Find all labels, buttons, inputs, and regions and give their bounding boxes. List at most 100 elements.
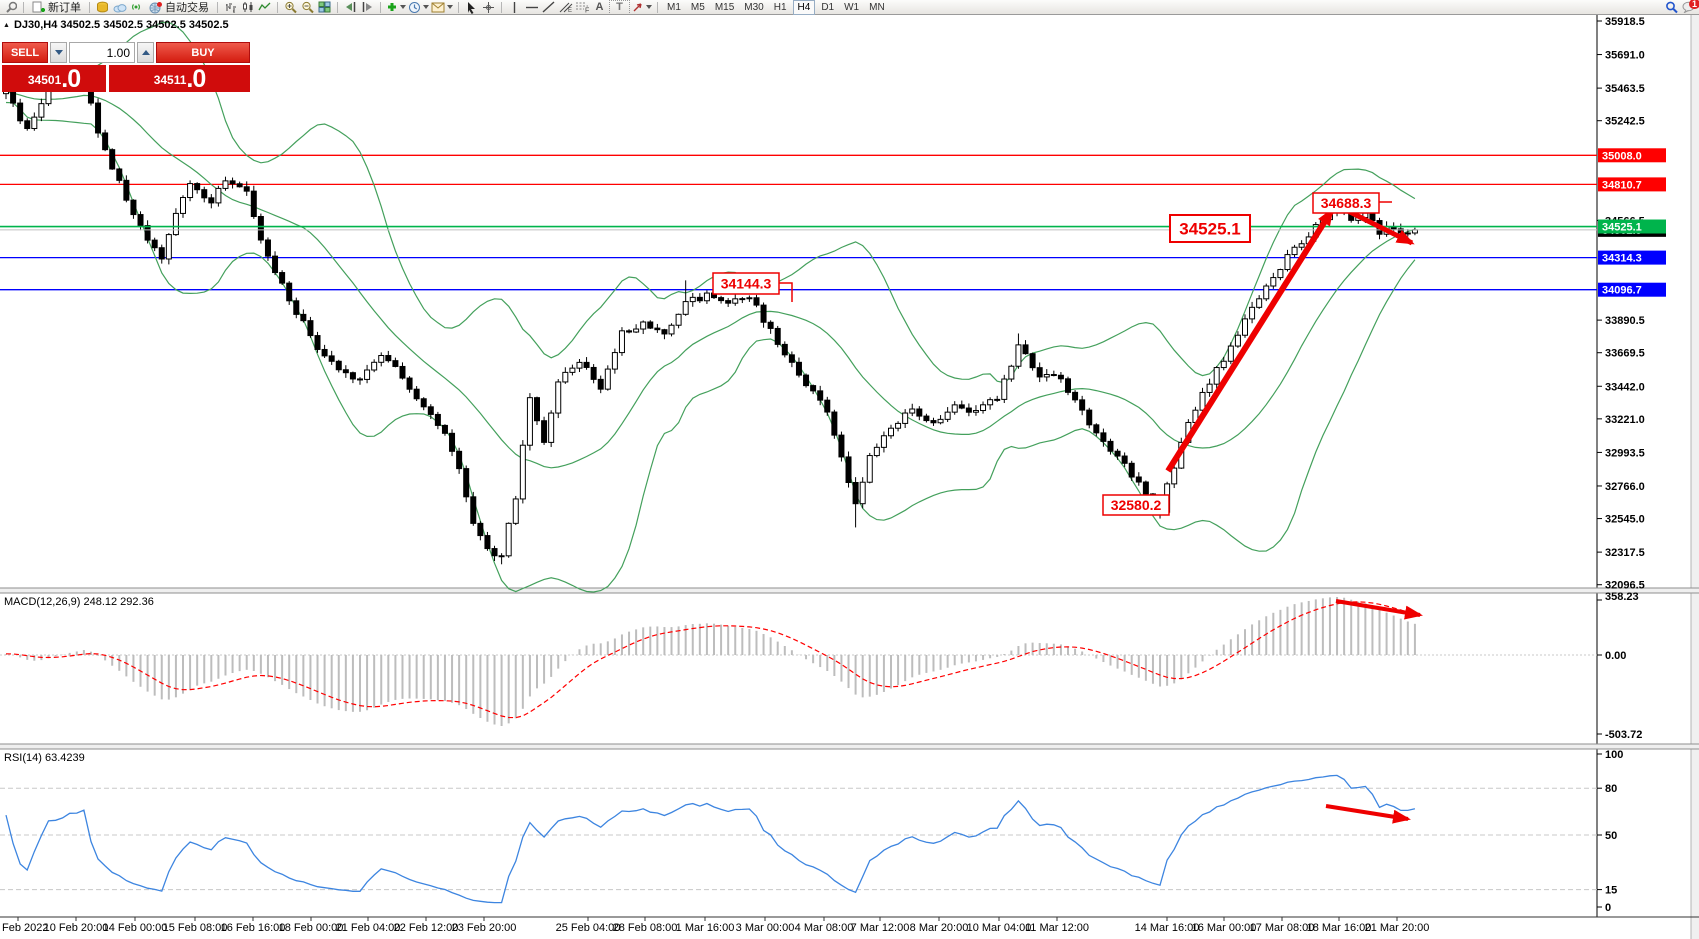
separator [458,1,459,13]
chart-window-icon[interactable] [3,1,18,14]
svg-text:0.00: 0.00 [1605,650,1626,662]
svg-text:28 Feb 08:00: 28 Feb 08:00 [613,922,678,934]
svg-text:100: 100 [1605,749,1623,761]
svg-text:80: 80 [1605,783,1617,795]
toolbar: 新订单 自动交易 [0,0,1699,15]
cursor-icon[interactable] [464,1,479,14]
arrows-tool-icon[interactable] [632,1,652,14]
svg-text:22 Feb 12:00: 22 Feb 12:00 [394,922,459,934]
svg-text:32096.5: 32096.5 [1605,580,1645,592]
svg-text:35918.5: 35918.5 [1605,16,1645,28]
svg-text:-503.72: -503.72 [1605,729,1642,741]
separator [23,1,24,13]
timeframe-h1[interactable]: H1 [773,1,787,13]
horizontal-line-tool-icon[interactable] [524,1,539,14]
svg-text:33669.5: 33669.5 [1605,348,1645,360]
tile-windows-icon[interactable] [317,1,332,14]
sell-price[interactable]: 34501.0 [2,65,106,92]
chat-icon[interactable]: 1 [1681,0,1699,14]
zoom-out-icon[interactable] [300,1,315,14]
auto-trading-button[interactable]: 自动交易 [146,1,212,14]
svg-text:15 Feb 08:00: 15 Feb 08:00 [163,922,228,934]
symbol-marker-icon: ▲ [3,21,10,29]
crosshair-icon[interactable] [481,1,496,14]
svg-text:33221.0: 33221.0 [1605,414,1645,426]
sell-button[interactable]: SELL [2,42,48,63]
buy-price-pips: .0 [186,65,206,92]
new-order-label: 新订单 [48,2,81,14]
cloud-icon[interactable] [112,1,127,14]
dropdown-arrow-icon [423,5,429,9]
svg-text:10 Feb 20:00: 10 Feb 20:00 [44,922,109,934]
fibonacci-tool-icon[interactable]: F [575,1,590,14]
svg-text:10 Mar 04:00: 10 Mar 04:00 [967,922,1032,934]
chart-title-row: ▲ DJ30,H4 34502.5 34502.5 34502.5 34502.… [3,19,229,31]
timeframe-mn[interactable]: MN [869,1,885,13]
separator [501,1,502,13]
text-tool-icon[interactable]: A [595,0,604,13]
template-icon[interactable] [431,1,453,14]
svg-text:32580.2: 32580.2 [1111,497,1162,513]
timeframe-w1[interactable]: W1 [844,1,860,13]
svg-text:25 Feb 04:00: 25 Feb 04:00 [556,922,621,934]
candlestick-chart-icon[interactable] [240,1,255,14]
svg-text:15: 15 [1605,885,1617,897]
volume-input[interactable]: 1.00 [69,42,135,63]
history-icon[interactable] [95,1,110,14]
svg-text:18 Mar 16:00: 18 Mar 16:00 [1307,922,1372,934]
buy-button[interactable]: BUY [156,42,250,63]
label-tool-icon[interactable]: T [609,0,630,15]
svg-text:23 Feb 20:00: 23 Feb 20:00 [452,922,517,934]
svg-text:33442.0: 33442.0 [1605,381,1645,393]
trendline-tool-icon[interactable] [541,1,556,14]
new-order-button[interactable]: 新订单 [29,1,84,14]
timeframe-m1[interactable]: M1 [667,1,681,13]
channel-tool-icon[interactable]: E [558,1,573,14]
separator [657,1,658,13]
signal-icon[interactable] [129,1,144,14]
svg-text:35008.0: 35008.0 [1602,150,1642,162]
vertical-line-tool-icon[interactable] [507,1,522,14]
timeframe-d1[interactable]: D1 [821,1,835,13]
bar-chart-icon[interactable] [223,1,238,14]
rsi-pane: RSI(14) 63.4239 100 80 50 15 0 [0,749,1623,914]
buy-price[interactable]: 34511.0 [109,65,250,92]
svg-text:21 Feb 04:00: 21 Feb 04:00 [336,922,401,934]
macd-pane: MACD(12,26,9) 248.12 292.36 358.23 0.00 -50… [0,591,1642,741]
separator [217,1,218,13]
chart-title: DJ30,H4 34502.5 34502.5 34502.5 34502.5 [13,19,229,31]
price-axis: 35918.535691.035463.535242.534566.533890… [1597,16,1666,592]
line-chart-icon[interactable] [257,1,272,14]
svg-text:1 Mar 16:00: 1 Mar 16:00 [676,922,735,934]
svg-text:RSI(14) 63.4239: RSI(14) 63.4239 [4,752,85,764]
timeframe-h4[interactable]: H4 [792,0,816,15]
search-icon[interactable] [1664,1,1679,14]
svg-text:14 Feb 00:00: 14 Feb 00:00 [103,922,168,934]
one-click-trading-panel: SELL 1.00 BUY 34501.0 34511.0 [2,42,250,92]
period-icon[interactable] [408,1,429,14]
svg-text:34096.7: 34096.7 [1602,285,1642,297]
svg-text:34144.3: 34144.3 [721,276,772,292]
svg-text:32317.5: 32317.5 [1605,547,1645,559]
svg-text:358.23: 358.23 [1605,591,1639,603]
zoom-in-icon[interactable] [283,1,298,14]
svg-text:3 Mar 00:00: 3 Mar 00:00 [736,922,795,934]
add-indicator-icon[interactable] [386,1,406,14]
separator [380,1,381,13]
svg-text:8 Mar 20:00: 8 Mar 20:00 [910,922,969,934]
volume-increase-button[interactable] [137,42,154,63]
timeframe-m30[interactable]: M30 [744,1,764,13]
svg-text:E: E [568,8,572,13]
timeframe-m5[interactable]: M5 [690,1,705,13]
new-order-icon [32,1,45,12]
volume-decrease-button[interactable] [50,42,67,63]
timeframe-m15[interactable]: M15 [714,1,735,13]
chart-shift-icon[interactable] [360,1,375,14]
auto-scroll-icon[interactable] [343,1,358,14]
svg-text:35691.0: 35691.0 [1605,50,1645,62]
dropdown-arrow-icon [400,5,406,9]
svg-text:16 Mar 00:00: 16 Mar 00:00 [1192,922,1257,934]
